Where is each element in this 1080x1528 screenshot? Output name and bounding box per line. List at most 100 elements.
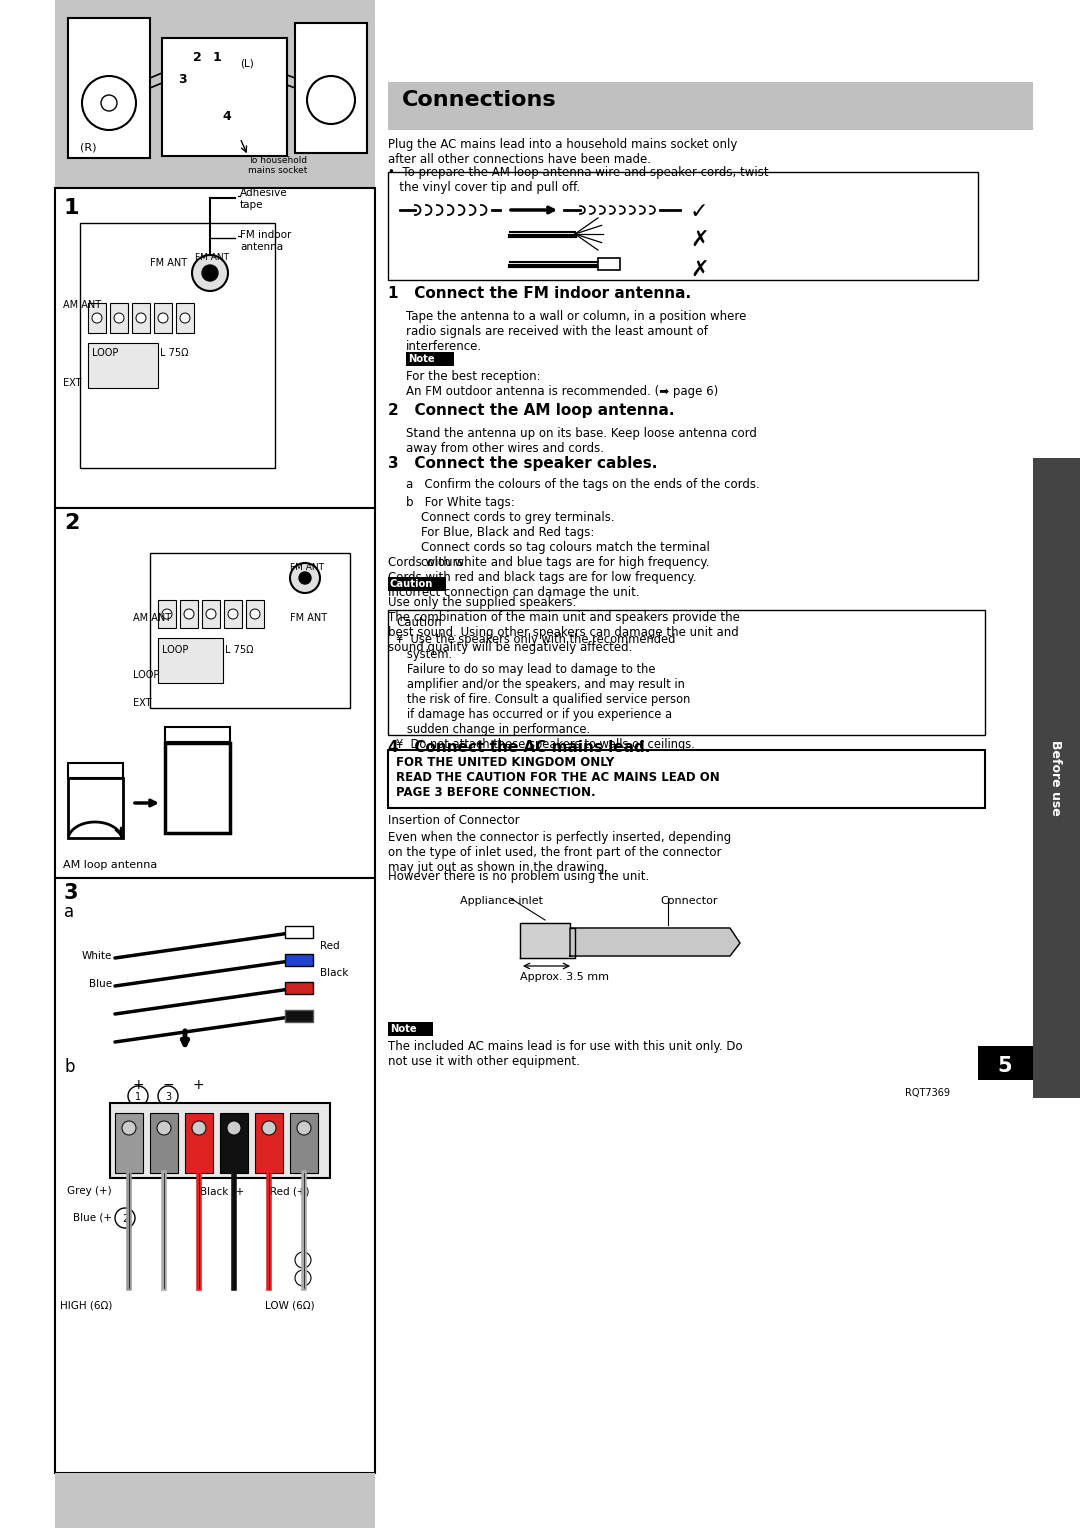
Text: 1: 1	[64, 199, 80, 219]
Bar	[388, 173, 978, 280]
Text: 1: 1	[135, 1093, 141, 1102]
Text: Tape the antenna to a wall or column, in a position where
radio signals are rece: Tape the antenna to a wall or column, in…	[406, 310, 746, 353]
Text: 1   Connect the FM indoor antenna.: 1 Connect the FM indoor antenna.	[388, 286, 691, 301]
Text: (R): (R)	[80, 144, 96, 153]
Text: ¥  Use the speakers only with the recommended
   system.
   Failure to do so may: ¥ Use the speakers only with the recomme…	[396, 633, 694, 750]
Circle shape	[295, 1251, 311, 1268]
Bar	[1032, 458, 1080, 1099]
Circle shape	[129, 1086, 148, 1106]
Bar	[295, 23, 367, 153]
Bar	[158, 639, 222, 683]
Bar	[132, 303, 150, 333]
Text: Blue: Blue	[89, 979, 112, 989]
Circle shape	[297, 1122, 311, 1135]
Bar	[55, 507, 375, 879]
Text: FM indoor
antenna: FM indoor antenna	[240, 231, 292, 252]
Text: LOOP: LOOP	[162, 645, 188, 656]
Text: However there is no problem using the unit.: However there is no problem using the un…	[388, 869, 649, 883]
Text: b: b	[64, 1057, 75, 1076]
Text: Cords with white and blue tags are for high frequency.
Cords with red and black : Cords with white and blue tags are for h…	[388, 556, 710, 599]
Text: −: −	[162, 1077, 174, 1093]
Circle shape	[114, 1209, 135, 1229]
Text: Black (+: Black (+	[200, 1186, 244, 1196]
Text: Note: Note	[408, 354, 434, 364]
Text: 3: 3	[64, 883, 79, 903]
Text: EXT: EXT	[133, 698, 151, 707]
Text: 2: 2	[64, 513, 79, 533]
Polygon shape	[570, 927, 740, 957]
Text: +: +	[192, 1077, 204, 1093]
Bar	[150, 1112, 178, 1174]
Text: Even when the connector is perfectly inserted, depending
on the type of inlet us: Even when the connector is perfectly ins…	[388, 831, 731, 874]
Bar	[978, 1047, 1032, 1080]
Bar	[388, 610, 985, 735]
Bar	[388, 750, 985, 808]
Bar	[406, 351, 454, 367]
Text: AM loop antenna: AM loop antenna	[63, 860, 158, 869]
Circle shape	[122, 1122, 136, 1135]
Text: a: a	[64, 903, 75, 921]
Text: L 75Ω: L 75Ω	[225, 645, 254, 656]
Text: Connections: Connections	[402, 90, 556, 110]
Text: Adhesive
tape: Adhesive tape	[240, 188, 287, 209]
Bar	[388, 1022, 433, 1036]
Text: For the best reception:
An FM outdoor antenna is recommended. (➡ page 6): For the best reception: An FM outdoor an…	[406, 370, 718, 397]
Bar	[68, 778, 123, 837]
Text: Caution: Caution	[390, 579, 433, 588]
Bar	[285, 1010, 313, 1022]
Bar	[598, 258, 620, 270]
Circle shape	[249, 610, 260, 619]
Bar	[55, 0, 375, 1528]
Bar	[55, 1473, 375, 1528]
Text: Approx. 3.5 mm: Approx. 3.5 mm	[519, 972, 609, 983]
Text: The included AC mains lead is for use with this unit only. Do
not use it with ot: The included AC mains lead is for use wi…	[388, 1041, 743, 1068]
Text: LOOP: LOOP	[92, 348, 119, 358]
Text: a   Confirm the colours of the tags on the ends of the cords.: a Confirm the colours of the tags on the…	[406, 478, 759, 490]
Circle shape	[202, 264, 218, 281]
Text: ✗: ✗	[690, 231, 708, 251]
Circle shape	[114, 313, 124, 322]
Circle shape	[228, 610, 238, 619]
Text: 3: 3	[178, 73, 187, 86]
Bar	[388, 83, 1032, 130]
Bar	[150, 553, 350, 707]
Text: HIGH (6Ω): HIGH (6Ω)	[59, 1300, 112, 1309]
Circle shape	[299, 571, 311, 584]
Bar	[68, 762, 123, 778]
Text: Grey (+): Grey (+)	[67, 1186, 112, 1196]
Text: EXT: EXT	[63, 377, 81, 388]
Circle shape	[184, 610, 194, 619]
Bar	[220, 1112, 248, 1174]
Text: b   For White tags:
    Connect cords to grey terminals.
    For Blue, Black and: b For White tags: Connect cords to grey …	[406, 497, 710, 568]
Circle shape	[227, 1122, 241, 1135]
Bar	[114, 1112, 143, 1174]
Text: 4: 4	[222, 110, 231, 122]
Bar	[388, 578, 446, 591]
Text: FM ANT: FM ANT	[195, 254, 229, 261]
Bar	[285, 953, 313, 966]
Text: L 75Ω: L 75Ω	[160, 348, 189, 358]
Bar	[285, 983, 313, 995]
Polygon shape	[519, 923, 575, 958]
Text: Red (+): Red (+)	[270, 1186, 310, 1196]
Text: Appliance inlet: Appliance inlet	[460, 895, 543, 906]
Text: 4   Connect the AC mains lead.: 4 Connect the AC mains lead.	[388, 740, 650, 755]
Text: Caution: Caution	[396, 616, 442, 630]
Bar	[291, 1112, 318, 1174]
Bar	[246, 601, 264, 628]
Text: To household
mains socket: To household mains socket	[248, 156, 308, 176]
Bar	[255, 1112, 283, 1174]
Text: LOW (6Ω): LOW (6Ω)	[266, 1300, 315, 1309]
Text: Connector: Connector	[660, 895, 717, 906]
Text: Plug the AC mains lead into a household mains socket only
after all other connec: Plug the AC mains lead into a household …	[388, 138, 738, 167]
Text: 2   Connect the AM loop antenna.: 2 Connect the AM loop antenna.	[388, 403, 675, 419]
Bar	[55, 188, 375, 507]
Bar	[180, 601, 198, 628]
Circle shape	[158, 1086, 178, 1106]
Text: FM ANT: FM ANT	[291, 562, 324, 571]
Bar	[202, 601, 220, 628]
Bar	[55, 879, 375, 1473]
Bar	[165, 743, 230, 833]
Circle shape	[92, 313, 102, 322]
Text: 2: 2	[193, 50, 202, 64]
